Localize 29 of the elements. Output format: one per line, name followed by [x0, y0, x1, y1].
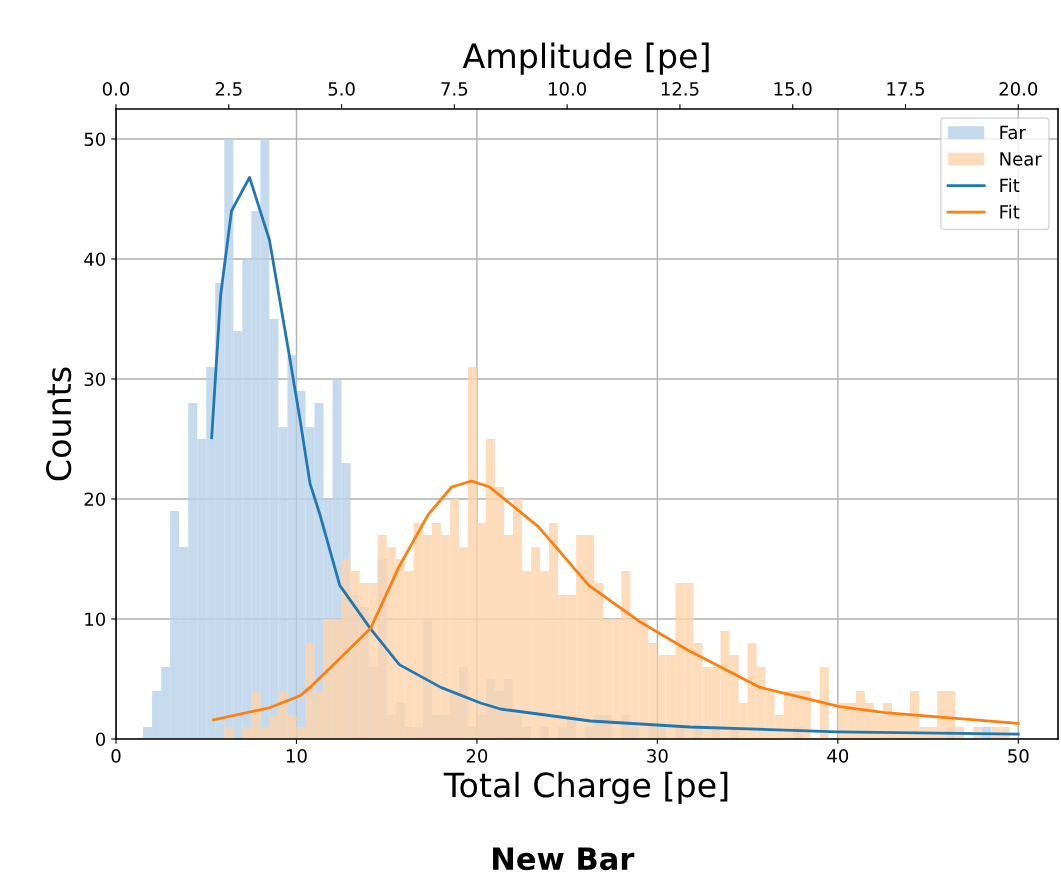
x2-tick-label: 10.0	[549, 82, 587, 96]
y-tick-label: 50	[84, 132, 106, 147]
x-tick-label: 40	[827, 749, 849, 763]
x2-tick-label: 7.5	[441, 82, 468, 96]
y-axis-title: Counts	[46, 367, 72, 481]
legend-label: Fit	[1000, 178, 1020, 192]
x2-tick-label: 5.0	[328, 82, 355, 96]
x2-tick-label: 0.0	[102, 82, 130, 96]
x2-axis-title: Amplitude [pe]	[462, 42, 709, 75]
x2-tick-label: 20.0	[999, 82, 1038, 96]
x2-tick-label: 15.0	[774, 82, 812, 96]
text: New Bar	[493, 847, 635, 871]
x-tick-label: 10	[286, 749, 307, 763]
y-tick-label: 10	[85, 612, 106, 627]
x-tick-label: 0	[111, 749, 121, 763]
y-tick-label: 30	[84, 372, 106, 387]
x2-tick-label: 12.5	[661, 82, 699, 96]
y-tick-label: 0	[95, 732, 106, 747]
legend-label: Far	[1000, 125, 1026, 140]
x-axis-title: Total Charge [pe]	[443, 771, 728, 805]
legend-label: Near	[1000, 152, 1042, 166]
x-tick-label: 30	[647, 749, 668, 763]
y-tick-label: 20	[84, 492, 106, 507]
legend-label: Fit	[1000, 204, 1020, 219]
y-tick-label: 40	[84, 252, 106, 267]
x2-tick-label: 17.5	[887, 82, 925, 96]
x-tick-label: 50	[1008, 749, 1029, 763]
x2-tick-label: 2.5	[215, 82, 242, 96]
x-tick-label: 20	[466, 749, 488, 763]
